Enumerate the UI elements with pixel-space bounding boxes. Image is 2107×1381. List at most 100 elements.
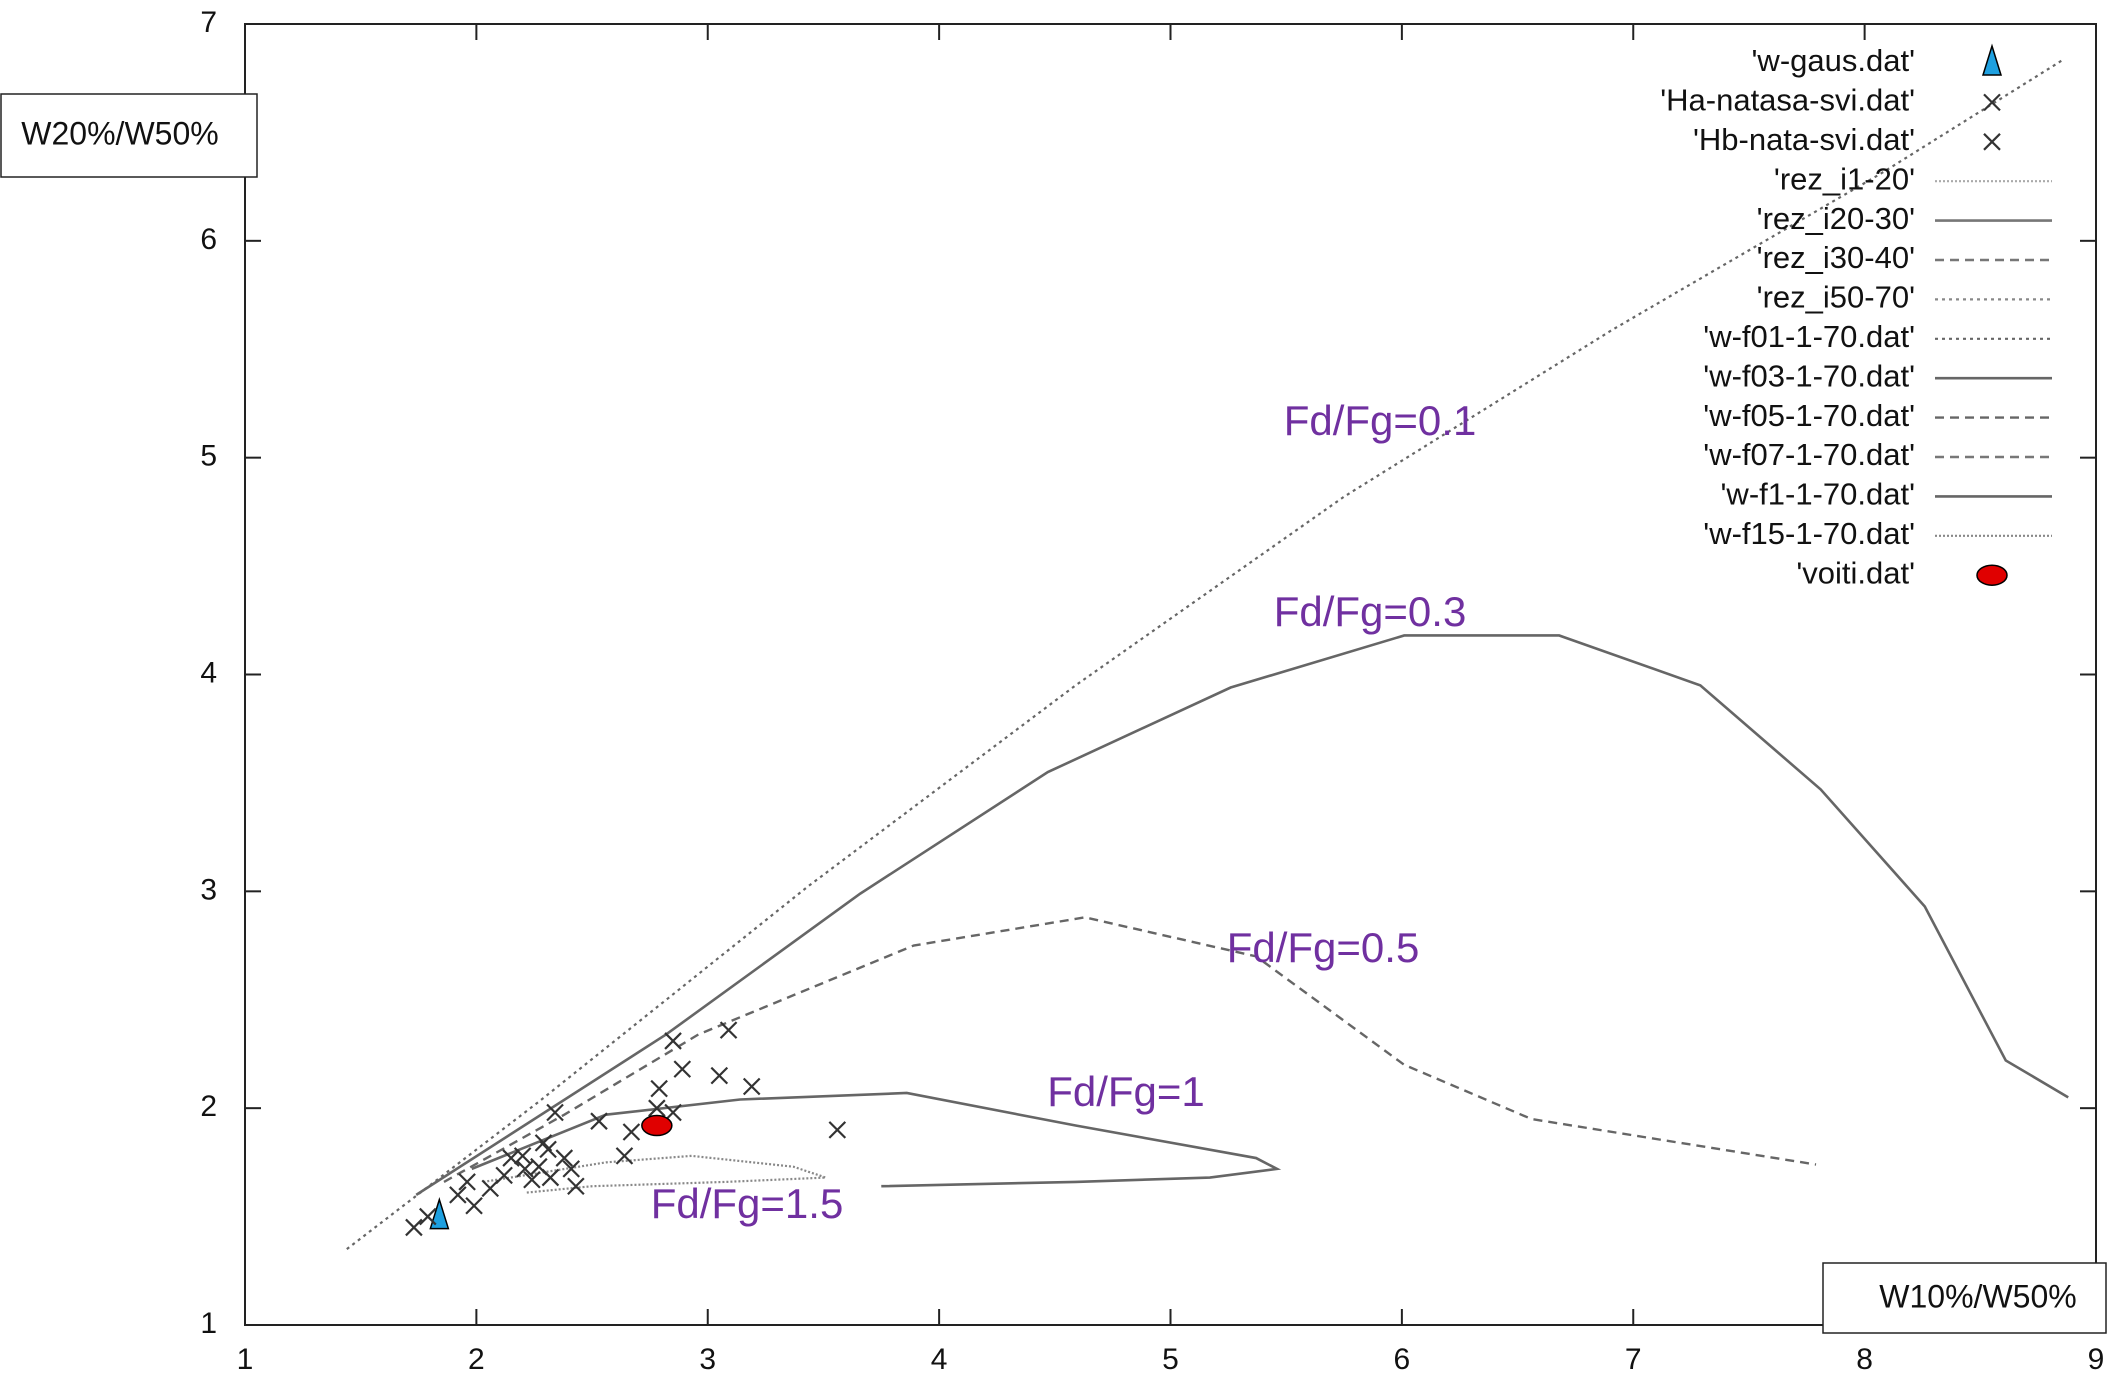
x-marker-stroke xyxy=(590,1112,608,1130)
x-tick-label: 9 xyxy=(2088,1343,2105,1376)
x-marker xyxy=(458,1173,476,1191)
legend-marker xyxy=(1976,564,2008,586)
legend-label: 'voiti.dat' xyxy=(1796,555,1915,590)
y-tick-label: 1 xyxy=(200,1307,217,1340)
legend-label: 'w-gaus.dat' xyxy=(1752,43,1915,78)
x-marker-stroke xyxy=(1983,93,2001,112)
curve-annotation: Fd/Fg=1.5 xyxy=(651,1180,844,1227)
x-marker-stroke xyxy=(523,1170,541,1189)
legend-label: 'w-f1-1-70.dat' xyxy=(1721,477,1915,512)
x-marker xyxy=(481,1179,500,1198)
legend-label: 'rez_i30-40' xyxy=(1757,240,1915,275)
legend-marker xyxy=(1983,133,2001,151)
x-marker-stroke xyxy=(1983,133,2001,151)
x-marker-stroke xyxy=(664,1032,682,1050)
x-marker-stroke xyxy=(710,1066,729,1085)
x-marker xyxy=(523,1170,541,1189)
x-tick-label: 7 xyxy=(1625,1343,1642,1376)
x-axis-label: W10%/W50% xyxy=(1879,1278,2076,1314)
x-marker xyxy=(449,1186,467,1204)
x-marker xyxy=(622,1123,641,1141)
legend-label: 'rez_i1-20' xyxy=(1774,161,1915,196)
x-marker-stroke xyxy=(648,1099,666,1117)
x-marker xyxy=(650,1079,668,1098)
y-tick-label: 3 xyxy=(200,873,217,906)
x-marker xyxy=(541,1168,560,1187)
curve-annotation: Fd/Fg=0.5 xyxy=(1227,924,1420,971)
x-marker xyxy=(495,1166,513,1185)
x-marker-stroke xyxy=(650,1079,668,1098)
curve-annotation: Fd/Fg=0.1 xyxy=(1284,397,1477,444)
legend-label: 'Ha-natasa-svi.dat' xyxy=(1660,83,1915,118)
x-tick-label: 4 xyxy=(931,1343,948,1376)
x-marker-stroke xyxy=(458,1173,476,1191)
x-tick-label: 8 xyxy=(1856,1343,1873,1376)
x-marker xyxy=(648,1099,666,1117)
legend-label: 'Hb-nata-svi.dat' xyxy=(1693,122,1915,157)
x-tick-label: 6 xyxy=(1394,1343,1411,1376)
x-marker-stroke xyxy=(419,1207,437,1226)
legend-marker xyxy=(1981,43,2003,76)
x-marker-stroke xyxy=(555,1149,574,1167)
series-line xyxy=(471,1091,1282,1188)
curve-annotation: Fd/Fg=1 xyxy=(1047,1068,1205,1115)
x-marker xyxy=(742,1077,761,1096)
x-marker xyxy=(562,1160,581,1178)
legend-label: 'w-f01-1-70.dat' xyxy=(1703,319,1915,354)
x-marker xyxy=(534,1134,553,1152)
x-marker-stroke xyxy=(719,1021,738,1039)
x-marker xyxy=(719,1021,738,1039)
x-marker xyxy=(590,1112,608,1130)
x-marker xyxy=(615,1147,634,1165)
x-marker-stroke xyxy=(622,1123,641,1141)
x-marker-stroke xyxy=(541,1168,560,1187)
x-marker xyxy=(419,1207,437,1226)
x-marker-stroke xyxy=(546,1103,564,1122)
x-marker-stroke xyxy=(562,1160,581,1178)
legend-label: 'w-f03-1-70.dat' xyxy=(1703,358,1915,393)
x-marker xyxy=(567,1177,585,1196)
curve-annotation: Fd/Fg=0.3 xyxy=(1274,588,1467,635)
series-line xyxy=(443,916,1817,1183)
y-tick-label: 6 xyxy=(200,223,217,256)
x-marker xyxy=(513,1147,532,1165)
legend-label: 'w-f05-1-70.dat' xyxy=(1703,398,1915,433)
x-marker-stroke xyxy=(513,1147,532,1165)
x-marker xyxy=(710,1066,729,1085)
triangle-marker xyxy=(429,1197,450,1230)
legend-marker xyxy=(1983,93,2001,112)
legend-label: 'rez_i20-30' xyxy=(1757,201,1915,236)
x-marker xyxy=(828,1121,847,1139)
ellipse-marker xyxy=(641,1114,673,1137)
y-axis-label: W20%/W50% xyxy=(21,115,218,151)
x-marker xyxy=(673,1060,692,1078)
x-tick-label: 1 xyxy=(237,1343,254,1376)
series-line xyxy=(346,59,2062,1250)
x-marker-stroke xyxy=(534,1134,553,1152)
x-marker xyxy=(465,1196,483,1215)
y-tick-label: 7 xyxy=(200,6,217,39)
x-tick-label: 3 xyxy=(699,1343,716,1376)
x-marker-stroke xyxy=(465,1196,483,1215)
legend-label: 'w-f15-1-70.dat' xyxy=(1703,516,1915,551)
legend-label: 'rez_i50-70' xyxy=(1757,280,1915,315)
x-marker-stroke xyxy=(449,1186,467,1204)
x-marker-stroke xyxy=(481,1179,500,1198)
y-tick-label: 5 xyxy=(200,440,217,473)
x-tick-label: 2 xyxy=(468,1343,485,1376)
legend-label: 'w-f07-1-70.dat' xyxy=(1703,437,1915,472)
x-marker xyxy=(664,1032,682,1050)
x-marker-stroke xyxy=(742,1077,761,1096)
x-tick-label: 5 xyxy=(1162,1343,1179,1376)
y-tick-label: 4 xyxy=(200,656,217,689)
x-label-box xyxy=(1822,1262,2107,1334)
x-marker-stroke xyxy=(828,1121,847,1139)
x-marker-stroke xyxy=(615,1147,634,1165)
x-marker-stroke xyxy=(567,1177,585,1196)
x-marker xyxy=(546,1103,564,1122)
y-label-box xyxy=(0,93,258,178)
x-marker-stroke xyxy=(405,1218,423,1237)
x-marker xyxy=(555,1149,574,1167)
